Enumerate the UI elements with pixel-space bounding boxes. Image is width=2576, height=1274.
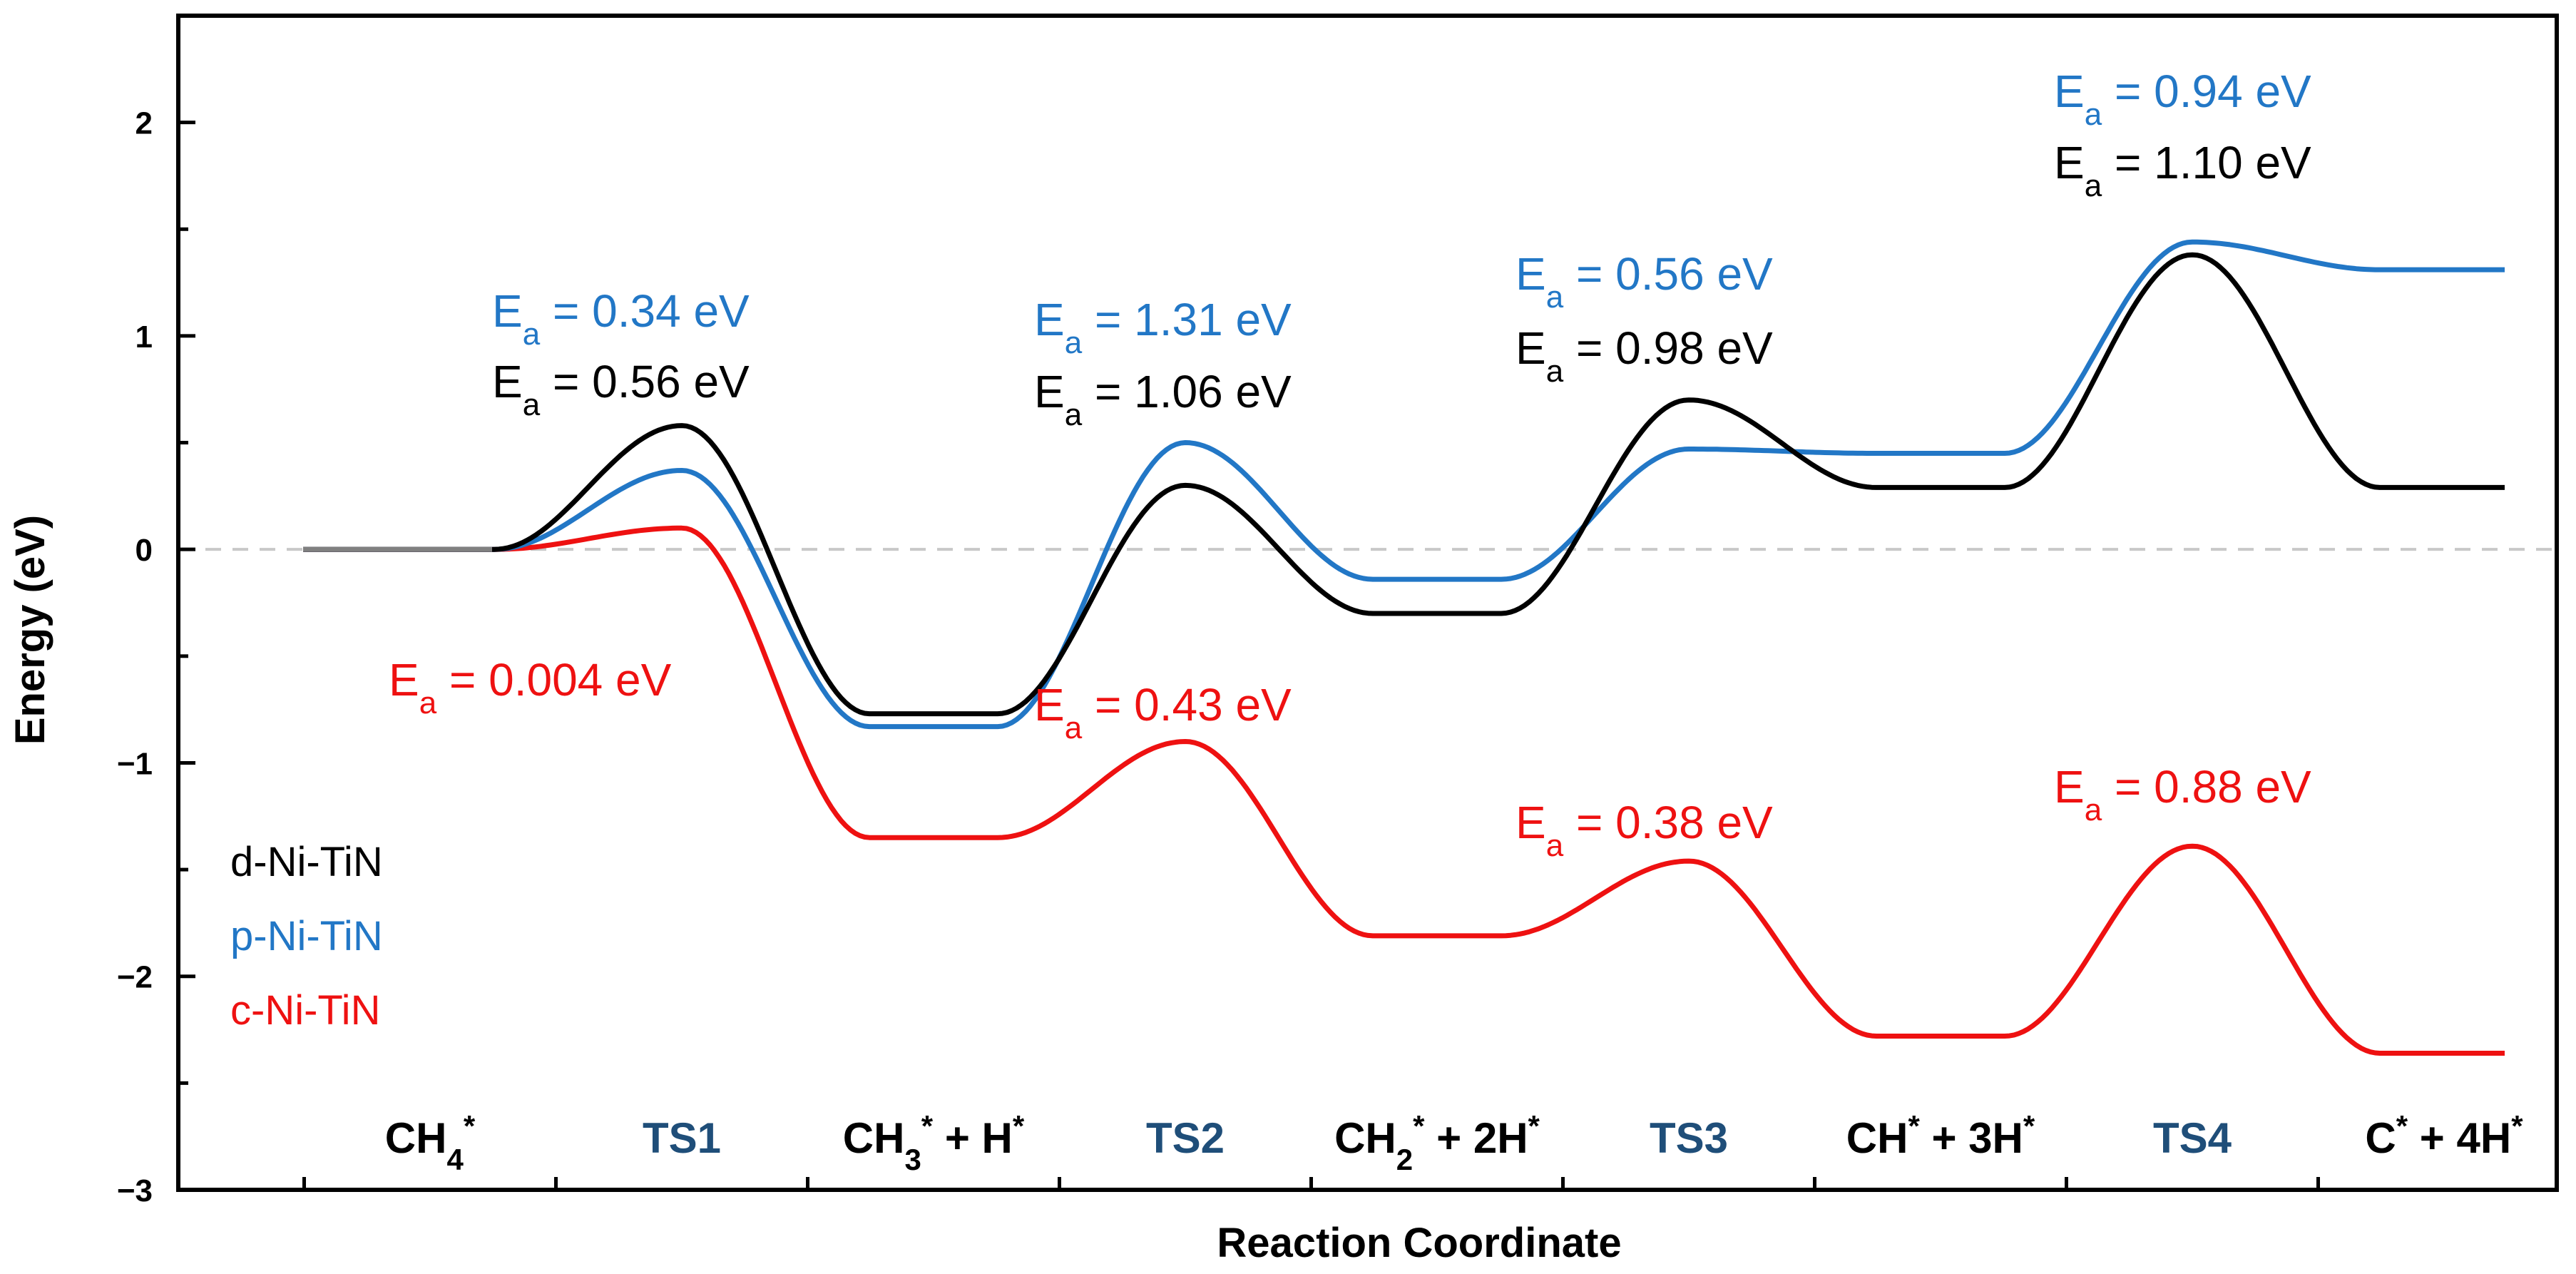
ea-annotation-p-Ni-TiN: Ea = 0.56 eV bbox=[1516, 248, 1773, 315]
x-category-label: CH3* + H* bbox=[843, 1109, 1025, 1176]
plot-area bbox=[176, 14, 2559, 1192]
ea-annotation-d-Ni-TiN: Ea = 0.56 eV bbox=[492, 356, 750, 422]
ea-annotation-p-Ni-TiN: Ea = 0.34 eV bbox=[492, 285, 750, 352]
x-category-label: TS2 bbox=[1146, 1114, 1225, 1162]
y-axis: 2 1 0 −1 −2 −3 bbox=[117, 106, 2320, 1208]
y-tick-label: 1 bbox=[136, 320, 153, 355]
ea-annotation-c-Ni-TiN: Ea = 0.004 eV bbox=[389, 654, 672, 720]
ea-annotation-d-Ni-TiN: Ea = 1.10 eV bbox=[2054, 137, 2311, 203]
legend-entry-c-Ni-TiN: c-Ni-TiN bbox=[230, 987, 380, 1034]
x-category-label: CH2* + 2H* bbox=[1334, 1109, 1540, 1176]
x-axis-title: Reaction Coordinate bbox=[1217, 1220, 1621, 1266]
y-tick-label: −2 bbox=[117, 960, 153, 995]
y-axis-title: Energy (eV) bbox=[7, 515, 53, 745]
legend: d-Ni-TiN p-Ni-TiN c-Ni-TiN bbox=[230, 839, 383, 1034]
x-category-label: TS3 bbox=[1650, 1114, 1728, 1162]
ea-annotation-c-Ni-TiN: Ea = 0.38 eV bbox=[1516, 797, 1773, 863]
legend-entry-p-Ni-TiN: p-Ni-TiN bbox=[230, 913, 383, 959]
series-line-d-Ni-TiN bbox=[303, 252, 2505, 717]
x-category-label: C* + 4H* bbox=[2365, 1109, 2523, 1163]
plot-border bbox=[176, 14, 2559, 1192]
ea-annotation-c-Ni-TiN: Ea = 0.43 eV bbox=[1034, 679, 1292, 745]
x-category-label: TS4 bbox=[2153, 1114, 2232, 1162]
ea-annotation-c-Ni-TiN: Ea = 0.88 eV bbox=[2054, 761, 2311, 827]
ea-annotation-d-Ni-TiN: Ea = 0.98 eV bbox=[1516, 322, 1773, 389]
legend-entry-d-Ni-TiN: d-Ni-TiN bbox=[230, 839, 383, 885]
ea-annotation-p-Ni-TiN: Ea = 1.31 eV bbox=[1034, 294, 1292, 360]
y-tick-label: −1 bbox=[117, 746, 153, 781]
y-tick-label: 2 bbox=[136, 106, 153, 141]
energy-curves bbox=[303, 239, 2505, 1056]
series-line-p-Ni-TiN bbox=[303, 239, 2505, 730]
x-category-label: TS1 bbox=[643, 1114, 721, 1162]
x-category-labels: CH4* TS1 CH3* + H* TS2 CH2* + 2H* TS3 CH* + 3H… bbox=[385, 1109, 2523, 1176]
y-tick-label: −3 bbox=[117, 1173, 153, 1208]
series-line-c-Ni-TiN bbox=[303, 525, 2505, 1056]
x-category-label: CH4* bbox=[385, 1109, 476, 1176]
ea-annotation-p-Ni-TiN: Ea = 0.94 eV bbox=[2054, 66, 2311, 132]
x-category-label: CH* + 3H* bbox=[1846, 1109, 2035, 1163]
y-tick-label: 0 bbox=[136, 533, 153, 568]
ea-annotation-d-Ni-TiN: Ea = 1.06 eV bbox=[1034, 366, 1292, 432]
